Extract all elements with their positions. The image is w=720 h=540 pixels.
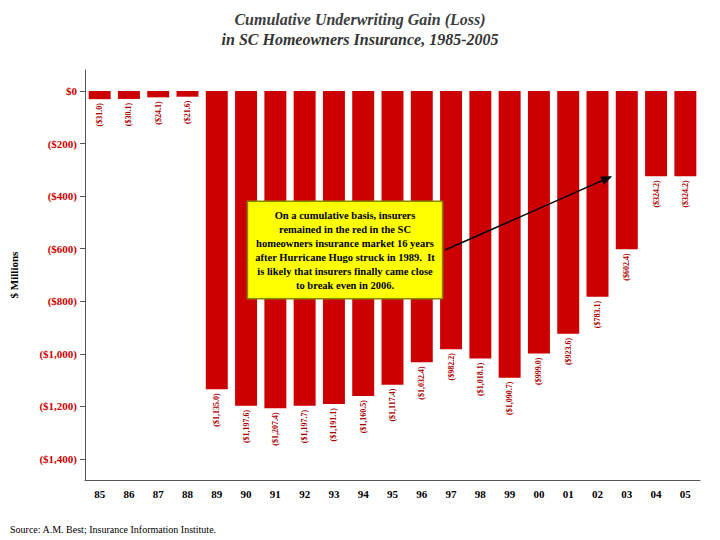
svg-text:($1,117.4): ($1,117.4) xyxy=(388,388,397,421)
svg-text:96: 96 xyxy=(416,488,428,500)
svg-text:($783.1): ($783.1) xyxy=(593,301,602,329)
svg-text:($1,207.4): ($1,207.4) xyxy=(271,412,280,446)
svg-text:90: 90 xyxy=(241,488,253,500)
svg-text:($1,018.1): ($1,018.1) xyxy=(476,362,485,396)
svg-text:$0: $0 xyxy=(66,85,78,97)
svg-text:($1,197.6): ($1,197.6) xyxy=(242,409,251,443)
svg-text:is likely that insurers finall: is likely that insurers finally came clo… xyxy=(257,266,433,277)
svg-text:($1,090.7): ($1,090.7) xyxy=(505,381,514,415)
svg-text:Source: A.M. Best; Insurance I: Source: A.M. Best; Insurance Information… xyxy=(10,524,216,535)
svg-text:($200): ($200) xyxy=(48,138,78,151)
svg-text:in SC Homeowners Insurance, 19: in SC Homeowners Insurance, 1985-2005 xyxy=(222,31,499,48)
svg-text:($999.0): ($999.0) xyxy=(534,357,543,385)
svg-text:homeowners insurance market 16: homeowners insurance market 16 years xyxy=(256,238,434,249)
svg-text:97: 97 xyxy=(446,488,458,500)
svg-text:99: 99 xyxy=(504,488,516,500)
svg-text:($982.2): ($982.2) xyxy=(447,353,456,381)
svg-text:91: 91 xyxy=(270,488,281,500)
svg-text:87: 87 xyxy=(153,488,165,500)
svg-text:05: 05 xyxy=(680,488,692,500)
svg-text:92: 92 xyxy=(299,488,311,500)
svg-text:89: 89 xyxy=(211,488,223,500)
svg-text:($600): ($600) xyxy=(48,243,78,256)
svg-text:($1,160.5): ($1,160.5) xyxy=(359,400,368,434)
svg-text:02: 02 xyxy=(592,488,604,500)
svg-text:95: 95 xyxy=(387,488,399,500)
svg-text:($800): ($800) xyxy=(48,295,78,308)
svg-text:$ Millions: $ Millions xyxy=(8,251,20,298)
svg-text:Cumulative Underwriting Gain (: Cumulative Underwriting Gain (Loss) xyxy=(234,11,485,29)
svg-text:($324.2): ($324.2) xyxy=(681,180,690,208)
svg-text:03: 03 xyxy=(621,488,633,500)
svg-text:after Hurricane Hugo struck in: after Hurricane Hugo struck in 1989. It xyxy=(255,252,435,263)
svg-text:98: 98 xyxy=(475,488,487,500)
svg-text:($1,032.4): ($1,032.4) xyxy=(417,366,426,400)
svg-text:($400): ($400) xyxy=(48,190,78,203)
svg-text:86: 86 xyxy=(123,488,135,500)
svg-text:85: 85 xyxy=(94,488,106,500)
svg-text:($24.1): ($24.1) xyxy=(154,101,163,125)
svg-text:($1,135.0): ($1,135.0) xyxy=(212,393,221,427)
svg-text:04: 04 xyxy=(651,488,663,500)
svg-text:88: 88 xyxy=(182,488,194,500)
svg-text:01: 01 xyxy=(563,488,574,500)
svg-text:($1,197.7): ($1,197.7) xyxy=(300,409,309,443)
svg-text:($324.2): ($324.2) xyxy=(652,180,661,208)
svg-text:($1,000): ($1,000) xyxy=(39,348,77,361)
svg-text:to break even in 2006.: to break even in 2006. xyxy=(296,280,394,291)
svg-text:($31.0): ($31.0) xyxy=(95,103,104,127)
svg-text:($21.6): ($21.6) xyxy=(183,100,192,124)
svg-text:($923.6): ($923.6) xyxy=(564,337,573,365)
svg-text:($602.4): ($602.4) xyxy=(622,253,631,281)
svg-text:On a cumulative basis, insurer: On a cumulative basis, insurers xyxy=(275,210,416,221)
svg-text:remained in the red in the SC: remained in the red in the SC xyxy=(279,224,411,235)
svg-text:94: 94 xyxy=(358,488,370,500)
svg-text:($1,191.1): ($1,191.1) xyxy=(329,408,338,442)
svg-text:($30.1): ($30.1) xyxy=(124,103,133,127)
svg-text:($1,400): ($1,400) xyxy=(39,453,77,466)
svg-text:00: 00 xyxy=(533,488,545,500)
svg-text:($1,200): ($1,200) xyxy=(39,400,77,413)
svg-text:93: 93 xyxy=(328,488,340,500)
